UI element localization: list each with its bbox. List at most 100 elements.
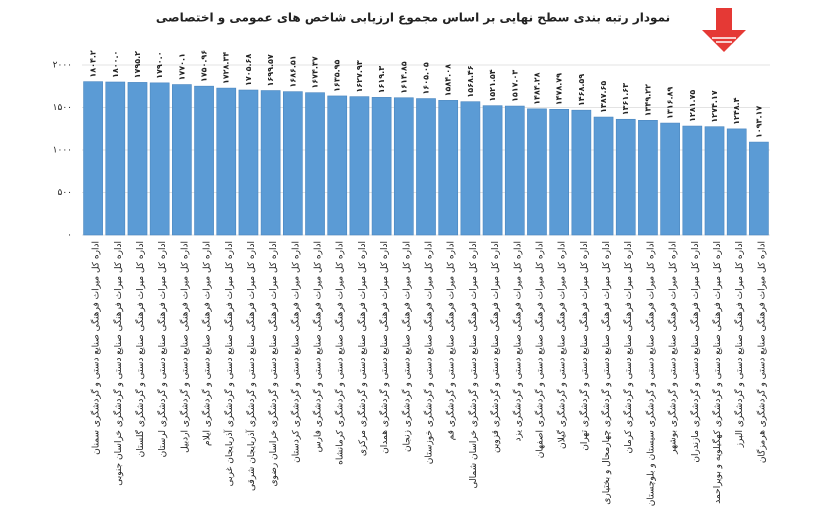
chart-title: نمودار رتبه بندی سطح نهایی بر اساس مجموع… bbox=[156, 11, 670, 26]
x-tick-label: اداره کل میراث فرهنگی صنایع دستی و گردشگ… bbox=[245, 241, 257, 491]
bar bbox=[704, 126, 725, 236]
bar bbox=[527, 108, 547, 236]
value-label: ۱۷۰۵.۶۸ bbox=[244, 54, 253, 86]
bar bbox=[238, 89, 259, 236]
bar bbox=[593, 116, 614, 236]
bar bbox=[682, 125, 703, 236]
value-label: ۱۲۷۴.۱۷ bbox=[710, 90, 719, 122]
x-tick-label: اداره کل میراث فرهنگی صنایع دستی و گردشگ… bbox=[423, 241, 435, 464]
x-tick-label: اداره کل میراث فرهنگی صنایع دستی و گردشگ… bbox=[223, 241, 235, 486]
bar bbox=[660, 122, 680, 236]
bar bbox=[482, 105, 503, 236]
x-tick-label: اداره کل میراث فرهنگی صنایع دستی و گردشگ… bbox=[289, 241, 301, 463]
x-tick-label: اداره کل میراث فرهنگی صنایع دستی و گردشگ… bbox=[733, 241, 745, 448]
bar bbox=[83, 81, 103, 236]
value-label: ۱۳۴۹.۲۲ bbox=[643, 84, 652, 116]
x-tick-label: اداره کل میراث فرهنگی صنایع دستی و گردشگ… bbox=[556, 241, 568, 449]
value-label: ۱۶۹۹.۵۷ bbox=[266, 54, 275, 86]
value-label: ۱۶۱۴.۸۵ bbox=[399, 61, 408, 93]
bar bbox=[726, 128, 747, 236]
x-tick-label: اداره کل میراث فرهنگی صنایع دستی و گردشگ… bbox=[267, 241, 279, 487]
value-label: ۱۵۶۸.۴۶ bbox=[466, 65, 475, 97]
value-label: ۱۲۴۸.۴ bbox=[732, 97, 741, 125]
y-tick-label: ۰ bbox=[67, 231, 72, 241]
x-tick-label: اداره کل میراث فرهنگی صنایع دستی و گردشگ… bbox=[578, 241, 590, 451]
bar bbox=[393, 97, 414, 236]
x-tick-label: اداره کل میراث فرهنگی صنایع دستی و گردشگ… bbox=[334, 241, 346, 465]
value-label: ۱۶۷۴.۳۷ bbox=[311, 56, 320, 88]
bar bbox=[305, 92, 325, 236]
bar bbox=[638, 120, 658, 236]
bar bbox=[749, 141, 769, 236]
bar bbox=[149, 82, 170, 236]
x-tick-label: اداره کل میراث فرهنگی صنایع دستی و گردشگ… bbox=[600, 241, 612, 505]
bar bbox=[327, 95, 348, 236]
value-label: ۱۶۳۵.۹۵ bbox=[333, 59, 342, 91]
bar bbox=[371, 97, 392, 236]
bar bbox=[571, 109, 592, 236]
bar bbox=[416, 98, 436, 236]
x-tick-label: اداره کل میراث فرهنگی صنایع دستی و گردشگ… bbox=[378, 241, 390, 454]
value-label: ۱۵۲۱.۵۴ bbox=[488, 69, 497, 101]
arrow-shaft bbox=[716, 8, 732, 30]
bar bbox=[260, 90, 281, 236]
value-label: ۱۵۱۷.۰۳ bbox=[510, 70, 519, 102]
value-label: ۱۷۲۸.۳۴ bbox=[222, 52, 231, 84]
value-label: ۱۴۶۸.۵۹ bbox=[577, 74, 586, 106]
y-tick-label: ۲۰۰۰ bbox=[53, 61, 72, 71]
value-label: ۱۴۸۴.۲۸ bbox=[532, 72, 541, 104]
bar bbox=[349, 96, 370, 236]
bar bbox=[282, 91, 303, 236]
x-tick-label: اداره کل میراث فرهنگی صنایع دستی و گردشگ… bbox=[178, 241, 190, 453]
bar bbox=[504, 105, 525, 236]
value-label: ۱۳۶۱.۶۳ bbox=[621, 83, 630, 115]
x-tick-label: اداره کل میراث فرهنگی صنایع دستی و گردشگ… bbox=[467, 241, 479, 489]
value-label: ۱۷۹۵.۲ bbox=[133, 51, 142, 79]
x-tick-label: اداره کل میراث فرهنگی صنایع دستی و گردشگ… bbox=[400, 241, 412, 452]
x-tick-label: اداره کل میراث فرهنگی صنایع دستی و گردشگ… bbox=[445, 241, 457, 440]
x-tick-label: اداره کل میراث فرهنگی صنایع دستی و گردشگ… bbox=[201, 241, 213, 446]
y-tick-label: ۱۰۰۰ bbox=[53, 146, 72, 156]
x-tick-label: اداره کل میراث فرهنگی صنایع دستی و گردشگ… bbox=[667, 241, 679, 455]
arrow-head bbox=[702, 30, 746, 52]
x-tick-label: اداره کل میراث فرهنگی صنایع دستی و گردشگ… bbox=[644, 241, 656, 506]
x-tick-label: اداره کل میراث فرهنگی صنایع دستی و گردشگ… bbox=[356, 241, 368, 456]
x-tick-label: اداره کل میراث فرهنگی صنایع دستی و گردشگ… bbox=[755, 241, 767, 463]
bar bbox=[460, 101, 481, 236]
bar bbox=[127, 82, 148, 236]
value-label: ۱۳۱۶.۸۹ bbox=[666, 87, 675, 119]
x-tick-label: اداره کل میراث فرهنگی صنایع دستی و گردشگ… bbox=[156, 241, 168, 457]
value-label: ۱۸۰۴.۲ bbox=[89, 50, 98, 78]
y-tick-label: ۵۰۰ bbox=[57, 188, 72, 198]
bar bbox=[615, 118, 636, 236]
bar bbox=[194, 85, 214, 236]
value-label: ۱۷۷۰.۱ bbox=[177, 53, 186, 80]
value-label: ۱۴۷۸.۷۹ bbox=[555, 73, 564, 105]
x-tick-label: اداره کل میراث فرهنگی صنایع دستی و گردشگ… bbox=[489, 241, 501, 453]
x-tick-label: اداره کل میراث فرهنگی صنایع دستی و گردشگ… bbox=[134, 241, 146, 457]
value-label: ۱۶۰۵.۰۵ bbox=[422, 62, 431, 94]
x-tick-label: اداره کل میراث فرهنگی صنایع دستی و گردشگ… bbox=[689, 241, 701, 463]
bar bbox=[172, 84, 192, 236]
value-label: ۱۰۹۳.۱۷ bbox=[754, 106, 763, 138]
bar bbox=[549, 109, 570, 236]
value-label: ۱۸۰۰.۰ bbox=[111, 51, 120, 78]
x-tick-label: اداره کل میراث فرهنگی صنایع دستی و گردشگ… bbox=[622, 241, 634, 453]
marker-arrow bbox=[702, 8, 746, 52]
bar bbox=[105, 81, 126, 236]
x-tick-label: اداره کل میراث فرهنگی صنایع دستی و گردشگ… bbox=[90, 241, 102, 455]
value-label: ۱۳۸۷.۶۵ bbox=[599, 81, 608, 113]
x-tick-label: اداره کل میراث فرهنگی صنایع دستی و گردشگ… bbox=[312, 241, 324, 452]
bar bbox=[216, 87, 237, 236]
x-tick-label: اداره کل میراث فرهنگی صنایع دستی و گردشگ… bbox=[112, 241, 124, 486]
value-label: ۱۷۹۰.۰ bbox=[155, 51, 164, 78]
value-label: ۱۲۸۱.۷۵ bbox=[688, 90, 697, 122]
bar bbox=[438, 100, 459, 236]
value-label: ۱۶۱۹.۳ bbox=[377, 66, 386, 94]
x-tick-label: اداره کل میراث فرهنگی صنایع دستی و گردشگ… bbox=[533, 241, 545, 458]
x-tick-label: اداره کل میراث فرهنگی صنایع دستی و گردشگ… bbox=[711, 241, 723, 504]
x-tick-label: اداره کل میراث فرهنگی صنایع دستی و گردشگ… bbox=[511, 241, 523, 442]
